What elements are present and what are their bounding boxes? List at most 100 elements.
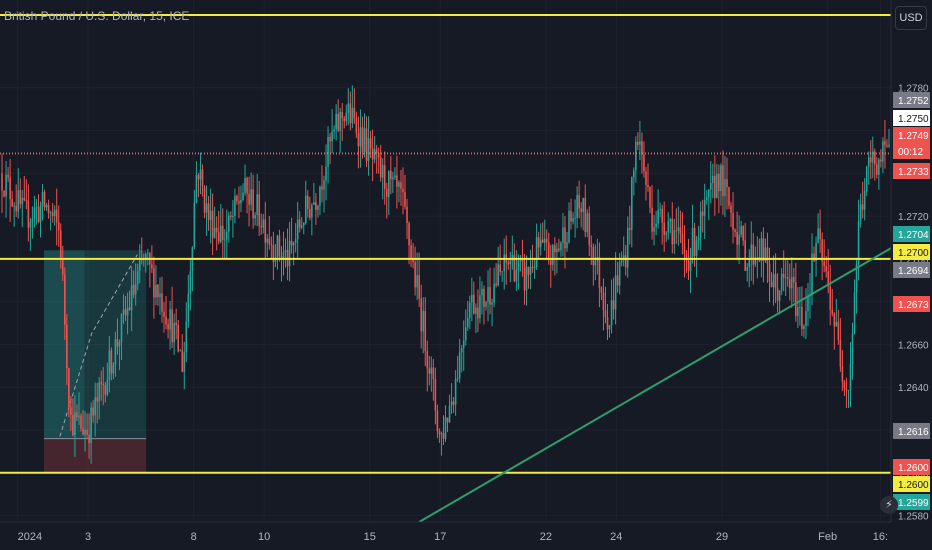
candle-body-211: [428, 368, 431, 374]
candle-body-133: [270, 244, 273, 245]
candle-body-314: [637, 141, 639, 145]
candle-body-34: [70, 406, 72, 415]
candle-body-316: [641, 141, 643, 155]
candle-body-427: [865, 166, 868, 191]
candle-body-270: [547, 242, 550, 261]
candle-body-109: [221, 225, 224, 241]
candle-body-118: [240, 200, 242, 204]
candle-body-324: [657, 209, 659, 224]
candle-body-29: [59, 230, 62, 259]
candle-body-10: [21, 197, 24, 204]
long-position-tool[interactable]: [44, 250, 147, 473]
candle-body-438: [888, 144, 890, 147]
candle-body-16: [33, 207, 36, 219]
candle-body-207: [420, 298, 422, 332]
currency-selector[interactable]: USD: [895, 6, 927, 30]
candle-body-173: [351, 107, 354, 124]
candle-body-43: [88, 434, 90, 444]
candle-body-281: [570, 210, 572, 222]
candle-body-354: [718, 173, 720, 192]
lightning-icon[interactable]: ⚡: [880, 496, 898, 514]
candle-body-77: [157, 285, 159, 298]
candle-body-142: [288, 240, 291, 267]
candle-body-78: [159, 293, 161, 298]
candle-body-51: [104, 385, 107, 395]
x-tick-label-3: 10: [258, 531, 270, 543]
candle-body-371: [752, 244, 755, 265]
y-tick-label-7: 1.2720: [898, 212, 929, 223]
candle-body-367: [744, 240, 746, 271]
trendline-segment[interactable]: [418, 247, 892, 523]
candle-body-293: [594, 260, 597, 266]
candle-body-273: [554, 245, 556, 253]
candle-body-259: [525, 266, 528, 291]
candle-body-269: [545, 238, 548, 243]
candle-body-99: [201, 169, 204, 187]
candle-body-385: [780, 273, 783, 291]
candle-body-219: [444, 417, 447, 439]
candle-body-184: [373, 149, 376, 160]
candle-body-419: [849, 364, 852, 391]
candle-body-62: [126, 307, 129, 316]
candle-body-172: [349, 103, 352, 124]
candle-body-13: [27, 200, 30, 228]
candle-body-250: [507, 262, 510, 265]
candle-body-197: [400, 182, 402, 189]
candle-body-296: [600, 287, 603, 293]
candle-body-112: [228, 215, 230, 232]
candle-body-327: [663, 222, 665, 235]
candle-body-408: [827, 271, 830, 287]
candle-body-86: [175, 322, 177, 325]
price-label-12: 1.2599: [898, 498, 929, 509]
candle-body-365: [740, 226, 742, 235]
candle-body-171: [347, 103, 350, 113]
candle-body-303: [614, 275, 617, 310]
candle-body-304: [616, 275, 619, 286]
candle-body-23: [47, 205, 50, 214]
candle-body-40: [82, 428, 84, 435]
candle-body-221: [448, 405, 451, 423]
candle-body-190: [385, 189, 388, 197]
candle-body-8: [17, 190, 20, 212]
candle-body-322: [653, 227, 655, 232]
candle-body-381: [772, 273, 775, 287]
candle-body-168: [341, 111, 344, 119]
candle-body-119: [242, 192, 244, 201]
candle-body-223: [452, 401, 455, 405]
candle-body-431: [874, 151, 876, 165]
price-label-bg-3: [893, 143, 930, 159]
candle-body-157: [319, 186, 321, 206]
candle-body-96: [195, 175, 198, 203]
trendline[interactable]: [418, 247, 892, 523]
candle-body-268: [543, 238, 546, 243]
candle-body-359: [728, 187, 730, 206]
candle-body-290: [588, 213, 591, 246]
candle-body-239: [485, 301, 487, 307]
horizontal-levels[interactable]: [0, 13, 891, 474]
candle-body-271: [550, 260, 552, 265]
price-label-bg-9: [893, 423, 930, 439]
time-axis[interactable]: 2024 3 8 10 15 17 22 24 29 Feb 16:: [18, 531, 888, 543]
candle-body-92: [187, 294, 190, 322]
candle-body-206: [418, 275, 420, 299]
candle-body-346: [701, 211, 704, 216]
candle-body-411: [833, 313, 836, 327]
candle-body-380: [770, 281, 773, 287]
candle-body-410: [831, 309, 834, 314]
price-label-bg-4: [893, 163, 930, 179]
candle-body-433: [878, 159, 880, 175]
loss-zone[interactable]: [44, 438, 147, 473]
candle-body-299: [606, 317, 609, 330]
candle-body-372: [754, 257, 757, 265]
candle-body-45: [92, 407, 94, 416]
candle-body-302: [612, 300, 615, 310]
candle-body-93: [189, 271, 192, 295]
candle-body-127: [258, 194, 260, 226]
candle-body-195: [396, 175, 398, 187]
candle-body-225: [456, 378, 459, 380]
price-label-bg-5: [893, 226, 930, 242]
chart-title: British Pound / U.S. Dollar, 15, ICE: [4, 9, 190, 23]
price-grid: [0, 0, 891, 522]
candle-body-285: [578, 194, 580, 209]
